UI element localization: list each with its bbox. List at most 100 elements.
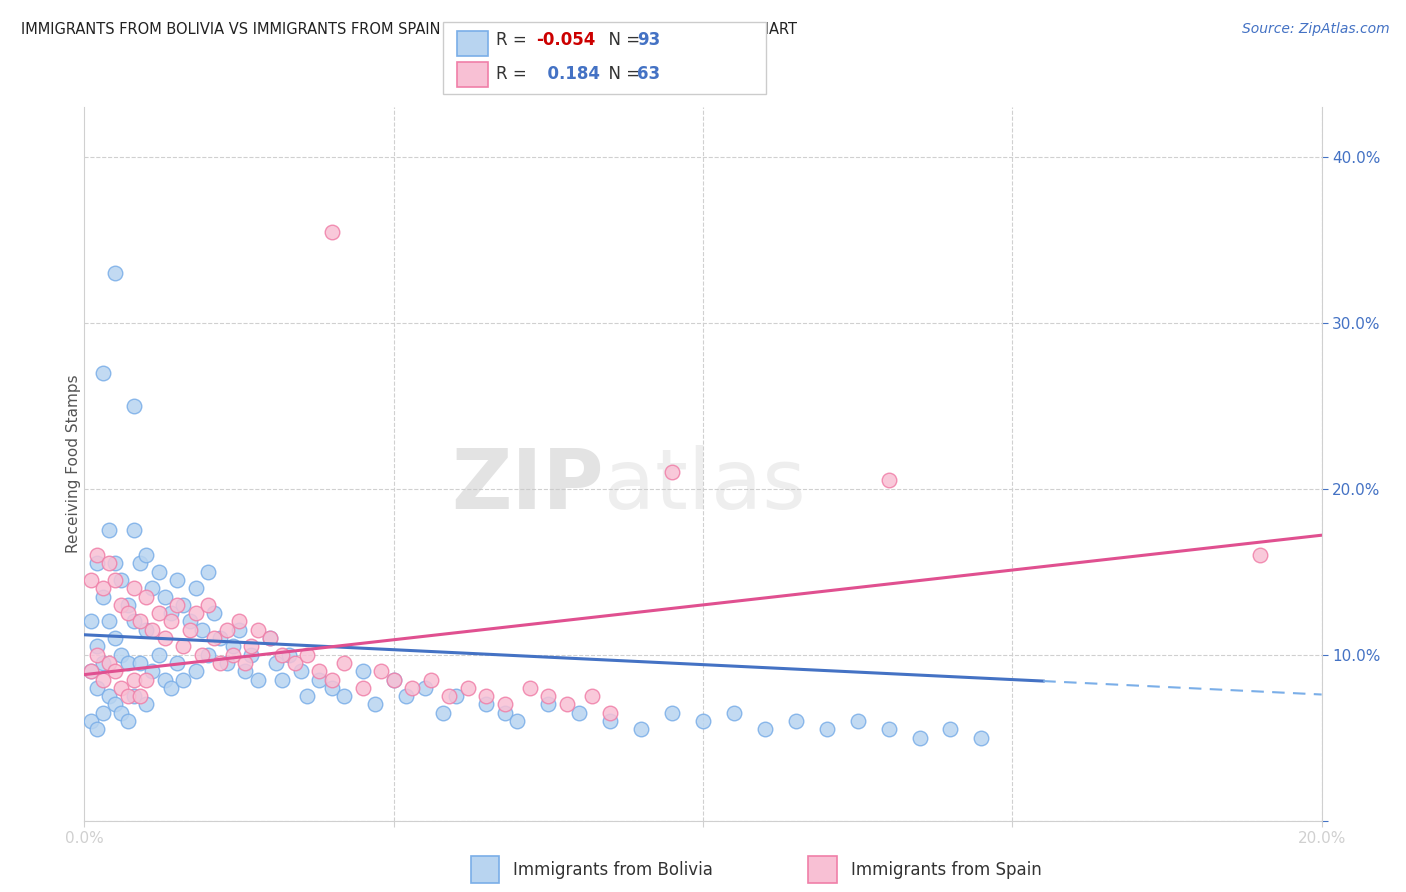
Point [370, 665, 392, 679]
Point [233, 665, 256, 679]
Point [877, 723, 900, 737]
Point [202, 631, 225, 645]
Point [271, 648, 294, 662]
Point [110, 573, 132, 587]
Point [129, 689, 152, 703]
Text: atlas: atlas [605, 445, 806, 525]
Point [184, 606, 207, 620]
Point [661, 706, 683, 720]
Text: N =: N = [598, 31, 645, 49]
Point [122, 615, 145, 629]
Point [86, 723, 108, 737]
Point [104, 573, 127, 587]
Point [117, 656, 139, 670]
Point [122, 673, 145, 687]
Point [117, 606, 139, 620]
Point [104, 557, 127, 571]
Point [246, 673, 269, 687]
Point [160, 681, 183, 695]
Point [135, 590, 157, 604]
Point [877, 474, 900, 488]
Point [568, 706, 591, 720]
Point [364, 698, 387, 712]
Point [970, 731, 993, 745]
Point [86, 640, 108, 654]
Point [1249, 548, 1271, 562]
Point [259, 631, 281, 645]
Point [475, 689, 498, 703]
Point [295, 689, 318, 703]
Point [110, 648, 132, 662]
Point [439, 689, 461, 703]
Point [104, 631, 127, 645]
Point [91, 673, 114, 687]
Point [246, 623, 269, 637]
Point [599, 714, 621, 728]
Point [110, 681, 132, 695]
Point [494, 698, 516, 712]
Point [129, 557, 152, 571]
Point [141, 623, 163, 637]
Point [333, 689, 356, 703]
Point [277, 648, 299, 662]
Point [141, 582, 163, 596]
Text: IMMIGRANTS FROM BOLIVIA VS IMMIGRANTS FROM SPAIN RECEIVING FOOD STAMPS CORRELATI: IMMIGRANTS FROM BOLIVIA VS IMMIGRANTS FR… [21, 22, 797, 37]
Point [110, 706, 132, 720]
Point [444, 689, 467, 703]
Point [815, 723, 838, 737]
Point [91, 582, 114, 596]
Text: N =: N = [598, 65, 645, 83]
Point [215, 656, 238, 670]
Point [172, 673, 194, 687]
Point [846, 714, 869, 728]
Point [98, 523, 121, 537]
Point [209, 631, 232, 645]
Point [135, 698, 157, 712]
Point [135, 548, 157, 562]
Point [401, 681, 423, 695]
Point [86, 548, 108, 562]
Point [630, 723, 652, 737]
Point [419, 673, 441, 687]
Text: ZIP: ZIP [451, 445, 605, 525]
Point [191, 623, 214, 637]
Point [122, 689, 145, 703]
Point [104, 698, 127, 712]
Point [160, 606, 183, 620]
Point [382, 673, 405, 687]
Point [519, 681, 541, 695]
Point [908, 731, 931, 745]
Point [110, 598, 132, 612]
Point [91, 706, 114, 720]
Point [295, 648, 318, 662]
Point [939, 723, 962, 737]
Point [197, 648, 219, 662]
Point [290, 665, 312, 679]
Point [117, 598, 139, 612]
Point [197, 565, 219, 579]
Point [785, 714, 807, 728]
Point [506, 714, 529, 728]
Text: -0.054: -0.054 [536, 31, 595, 49]
Point [494, 706, 516, 720]
Point [475, 698, 498, 712]
Point [79, 714, 101, 728]
Point [271, 673, 294, 687]
Point [153, 673, 176, 687]
Point [153, 631, 176, 645]
Point [86, 648, 108, 662]
Point [98, 615, 121, 629]
Point [166, 598, 188, 612]
Point [723, 706, 745, 720]
Point [148, 648, 170, 662]
Point [308, 665, 330, 679]
Point [240, 640, 263, 654]
Point [86, 557, 108, 571]
Point [122, 582, 145, 596]
Point [160, 615, 183, 629]
Point [197, 598, 219, 612]
Point [86, 681, 108, 695]
Text: R =: R = [496, 31, 533, 49]
Point [98, 689, 121, 703]
Point [537, 689, 560, 703]
